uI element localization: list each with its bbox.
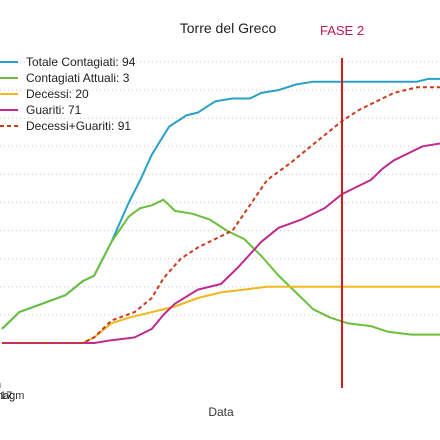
series-lines [1, 77, 440, 344]
legend-label: Decessi: 20 [26, 87, 89, 101]
x-tick-label: 17 m [0, 390, 24, 402]
legend-label: Totale Contagiati: 94 [26, 55, 136, 69]
grid-lines [0, 61, 440, 316]
chart-title: Torre del Greco [180, 20, 277, 36]
series-line-5 [2, 86, 440, 344]
fase-2-annotation: FASE 2 [320, 23, 364, 388]
legend-label: Guariti: 71 [26, 103, 82, 117]
series-line-3 [2, 285, 440, 344]
legend-label: Decessi+Guariti: 91 [26, 119, 131, 133]
x-axis: ar14 mar22 mar30 mar7 apr15 apr23 apr1 m… [0, 383, 24, 402]
series-line-2 [1, 198, 440, 336]
legend-label: Contagiati Attuali: 3 [26, 71, 130, 85]
x-tick-label: 1 mag [0, 390, 15, 402]
series-line-4 [2, 142, 440, 344]
fase-2-label: FASE 2 [320, 23, 364, 38]
x-tick-label: 9 mag [0, 390, 15, 402]
x-axis-label: Data [208, 405, 234, 419]
legend: Totale Contagiati: 94 Contagiati Attuali:… [0, 55, 136, 133]
